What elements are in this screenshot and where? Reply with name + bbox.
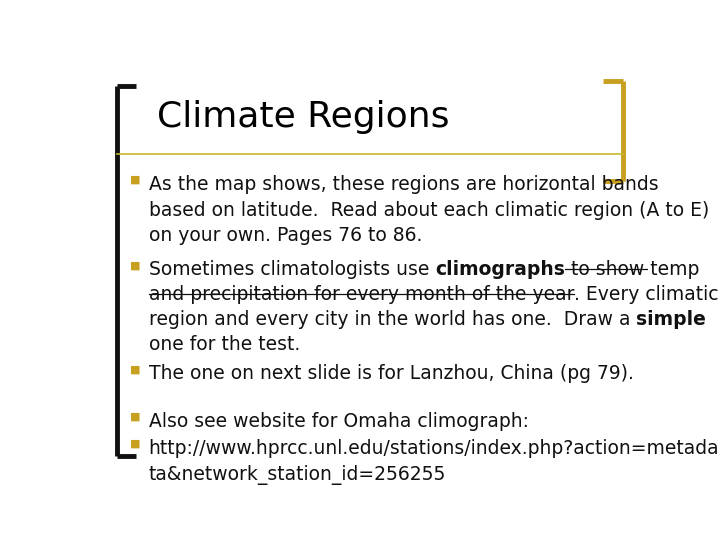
Text: Also see website for Omaha climograph:: Also see website for Omaha climograph: xyxy=(148,412,528,431)
Text: ■: ■ xyxy=(130,439,140,449)
Text: http://www.hprcc.unl.edu/stations/index.php?action=metada
ta&network_station_id=: http://www.hprcc.unl.edu/stations/index.… xyxy=(148,439,719,485)
Text: one for the test.: one for the test. xyxy=(148,335,300,354)
Text: to show temp: to show temp xyxy=(564,260,699,279)
Text: ■: ■ xyxy=(130,175,140,185)
Text: region and every city in the world has one.  Draw a: region and every city in the world has o… xyxy=(148,310,636,329)
Text: ■: ■ xyxy=(130,364,140,374)
Text: . Every climatic: . Every climatic xyxy=(574,285,719,304)
Text: and precipitation for every month of the year: and precipitation for every month of the… xyxy=(148,285,574,304)
Text: Climate Regions: Climate Regions xyxy=(157,100,449,134)
Text: ■: ■ xyxy=(130,412,140,422)
Text: As the map shows, these regions are horizontal bands
based on latitude.  Read ab: As the map shows, these regions are hori… xyxy=(148,175,708,246)
Text: simple: simple xyxy=(636,310,706,329)
Text: ■: ■ xyxy=(130,260,140,270)
Text: climographs: climographs xyxy=(435,260,565,279)
Text: The one on next slide is for Lanzhou, China (pg 79).: The one on next slide is for Lanzhou, Ch… xyxy=(148,364,634,383)
Text: Sometimes climatologists use: Sometimes climatologists use xyxy=(148,260,435,279)
